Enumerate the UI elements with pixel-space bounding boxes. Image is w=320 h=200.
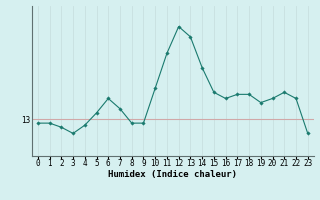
- X-axis label: Humidex (Indice chaleur): Humidex (Indice chaleur): [108, 170, 237, 179]
